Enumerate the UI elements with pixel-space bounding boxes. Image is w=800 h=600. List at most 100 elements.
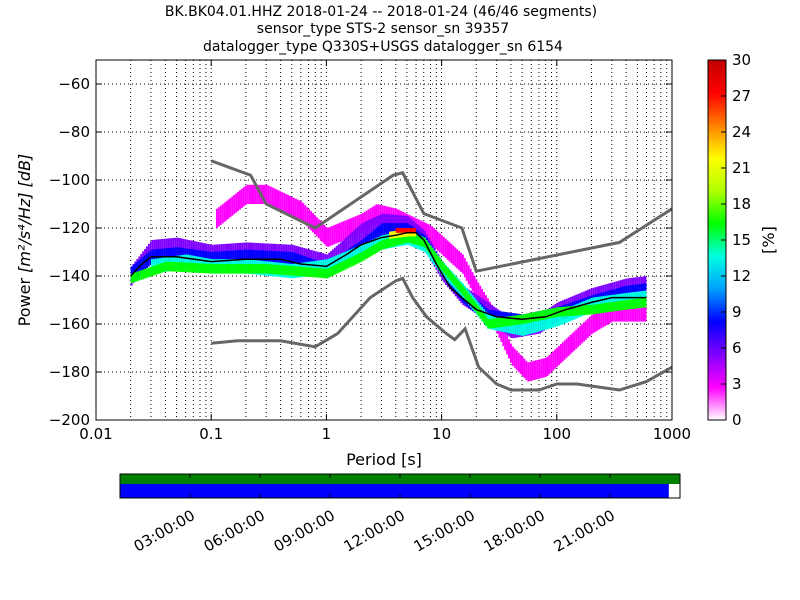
density-cell	[550, 353, 553, 373]
density-cell	[441, 261, 444, 271]
density-cell	[176, 262, 179, 272]
density-cell	[427, 224, 430, 244]
density-cell	[410, 233, 413, 244]
density-cell	[351, 256, 354, 267]
y-tick-label: −60	[58, 75, 90, 93]
density-cell	[167, 248, 170, 263]
density-cell	[609, 303, 612, 323]
density-cell	[285, 193, 288, 214]
density-cell	[443, 263, 446, 274]
density-cell	[442, 236, 445, 257]
density-cell	[519, 354, 522, 374]
density-cell	[523, 358, 526, 378]
density-cell	[525, 360, 528, 380]
density-cell	[629, 285, 632, 300]
density-cell	[509, 343, 512, 363]
density-cell	[631, 302, 633, 322]
density-cell	[193, 255, 196, 271]
density-cell	[610, 302, 612, 312]
density-cell	[487, 319, 490, 329]
density-cell	[256, 184, 259, 204]
density-cell	[512, 315, 515, 326]
density-cell	[266, 250, 269, 266]
density-cell	[167, 261, 170, 272]
density-cell	[335, 264, 338, 274]
colorbar-tick-label: 9	[732, 303, 742, 321]
density-cell	[391, 231, 393, 239]
density-cell	[136, 271, 139, 282]
density-cell	[638, 298, 641, 309]
density-cell	[594, 304, 597, 314]
density-cell	[339, 253, 342, 269]
density-cell	[282, 265, 285, 275]
density-cell	[291, 266, 294, 276]
density-cell	[328, 267, 331, 278]
density-cell	[372, 245, 375, 255]
density-cell	[544, 315, 547, 330]
density-cell	[642, 298, 645, 308]
density-cell	[594, 312, 597, 332]
density-cell	[273, 188, 276, 208]
density-cell	[596, 304, 599, 314]
density-cell	[447, 268, 449, 278]
density-cell	[615, 301, 618, 312]
density-cell	[325, 227, 328, 247]
density-cell	[389, 237, 392, 248]
density-cell	[203, 263, 206, 274]
colorbar-tick-label: 0	[732, 411, 742, 429]
density-cell	[397, 228, 400, 233]
density-cell	[186, 262, 189, 273]
density-cell	[473, 301, 476, 311]
density-cell	[252, 184, 255, 204]
density-cell	[355, 228, 357, 248]
density-cell	[234, 250, 237, 265]
density-cell	[341, 253, 344, 268]
density-cell	[301, 266, 304, 277]
density-cell	[500, 317, 503, 327]
density-cell	[341, 261, 344, 272]
density-cell	[378, 225, 380, 241]
density-cell	[604, 303, 607, 313]
density-cell	[241, 264, 244, 274]
density-cell	[385, 238, 388, 249]
colorbar-label: [%]	[759, 226, 778, 254]
density-cell	[600, 303, 603, 314]
density-cell	[255, 250, 258, 265]
density-cell	[394, 230, 397, 239]
density-cell	[224, 251, 227, 266]
density-cell	[437, 256, 440, 266]
density-cell	[293, 266, 296, 276]
density-cell	[341, 240, 344, 260]
density-cell	[181, 254, 184, 270]
density-cell	[355, 254, 357, 265]
density-cell	[452, 274, 455, 285]
density-cell	[615, 302, 618, 322]
density-cell	[389, 231, 392, 239]
density-cell	[297, 253, 300, 269]
density-cell	[406, 228, 409, 233]
density-cell	[542, 315, 545, 331]
density-cell	[215, 264, 217, 274]
density-cell	[450, 272, 453, 283]
density-cell	[222, 264, 225, 274]
density-cell	[287, 251, 290, 267]
density-cell	[642, 302, 645, 322]
density-cell	[454, 247, 457, 267]
density-cell	[279, 191, 282, 211]
density-cell	[368, 219, 371, 239]
density-cell	[337, 263, 340, 273]
density-cell	[374, 229, 377, 244]
density-cell	[316, 268, 319, 278]
density-cell	[613, 301, 616, 312]
density-cell	[369, 208, 372, 228]
density-cell	[239, 190, 241, 210]
density-cell	[190, 262, 193, 273]
density-cell	[376, 227, 379, 242]
density-cell	[470, 296, 472, 306]
density-cell	[395, 236, 398, 246]
density-cell	[247, 249, 250, 265]
density-cell	[494, 318, 497, 328]
density-cell	[265, 184, 268, 204]
density-cell	[431, 248, 434, 258]
density-cell	[169, 247, 171, 263]
